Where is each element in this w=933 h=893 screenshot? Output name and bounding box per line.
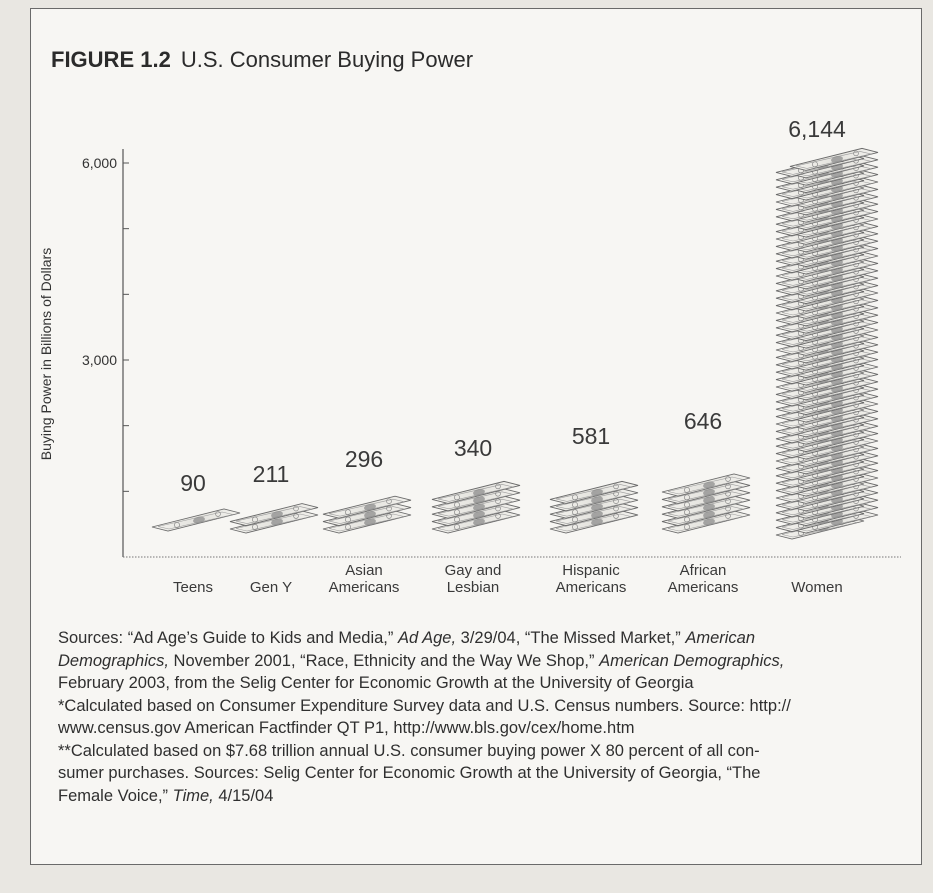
dollar-bill <box>549 480 639 504</box>
axes: 3,000 6,000 <box>82 149 901 558</box>
category-label: Asian <box>345 562 383 579</box>
dollar-bill <box>151 508 241 532</box>
source-line: *Calculated based on Consumer Expenditur… <box>58 696 791 715</box>
dollar-bill <box>789 340 879 364</box>
bar <box>549 480 639 534</box>
dollar-bill <box>661 503 751 527</box>
dollar-bill <box>322 503 412 527</box>
source-line: **Calculated based on $7.68 trillion ann… <box>58 741 760 760</box>
dollar-bill <box>549 488 639 512</box>
figure-page: FIGURE 1.2 U.S. Consumer Buying Power Buy… <box>30 8 922 865</box>
dollar-bill <box>661 473 751 497</box>
dollar-bill <box>789 347 879 371</box>
dollar-bill <box>789 147 879 171</box>
source-line: February 2003, from the Selig Center for… <box>58 674 694 692</box>
bar <box>431 480 521 534</box>
dollar-bill <box>661 495 751 519</box>
bar <box>151 508 241 532</box>
dollar-bill <box>322 495 412 519</box>
category-label: Lesbian <box>447 579 500 596</box>
category-label: Gen Y <box>250 579 292 596</box>
value-label: 296 <box>345 446 383 472</box>
dollar-bill <box>789 399 879 423</box>
dollar-bill <box>661 480 751 504</box>
dollar-bill <box>322 510 412 534</box>
y-tick-label: 6,000 <box>82 155 117 171</box>
y-tick-label: 3,000 <box>82 352 117 368</box>
category-label: Gay and <box>445 562 502 579</box>
figure-label: FIGURE 1.2 <box>51 47 171 72</box>
bar <box>229 503 319 534</box>
dollar-bill <box>229 503 319 527</box>
category-label: Hispanic <box>562 562 620 579</box>
value-label: 581 <box>572 423 610 449</box>
value-label: 211 <box>253 461 290 487</box>
category-label: Americans <box>329 579 400 596</box>
category-label: Americans <box>668 579 739 596</box>
source-line: Sources: “Ad Age’s Guide to Kids and Med… <box>58 629 756 647</box>
dollar-bill <box>229 510 319 534</box>
value-label: 646 <box>684 408 722 434</box>
sources-notes: Sources: “Ad Age’s Guide to Kids and Med… <box>58 627 903 807</box>
category-label: Women <box>791 579 842 596</box>
value-label: 90 <box>180 470 206 496</box>
category-label: African <box>680 562 727 579</box>
bars <box>151 147 879 540</box>
value-label: 6,144 <box>788 116 846 142</box>
buying-power-chart: Buying Power in Billions of Dollars 3,00… <box>38 116 901 596</box>
source-line: www.census.gov American Factfinder QT P1… <box>58 719 635 737</box>
source-line: Demographics, November 2001, “Race, Ethn… <box>58 651 785 670</box>
figure-title: FIGURE 1.2 U.S. Consumer Buying Power <box>51 47 473 73</box>
category-label: Teens <box>173 579 213 596</box>
bar <box>322 495 412 534</box>
source-line: sumer purchases. Sources: Selig Center f… <box>58 764 761 782</box>
bar <box>775 147 879 540</box>
bar <box>661 473 751 534</box>
y-axis-label: Buying Power in Billions of Dollars <box>38 248 54 460</box>
dollar-bill <box>431 495 521 519</box>
source-line: Female Voice,” Time, 4/15/04 <box>58 786 274 805</box>
category-label: Americans <box>556 579 627 596</box>
figure-title-text: U.S. Consumer Buying Power <box>180 47 474 72</box>
dollar-bill <box>431 480 521 504</box>
value-label: 340 <box>454 435 492 461</box>
